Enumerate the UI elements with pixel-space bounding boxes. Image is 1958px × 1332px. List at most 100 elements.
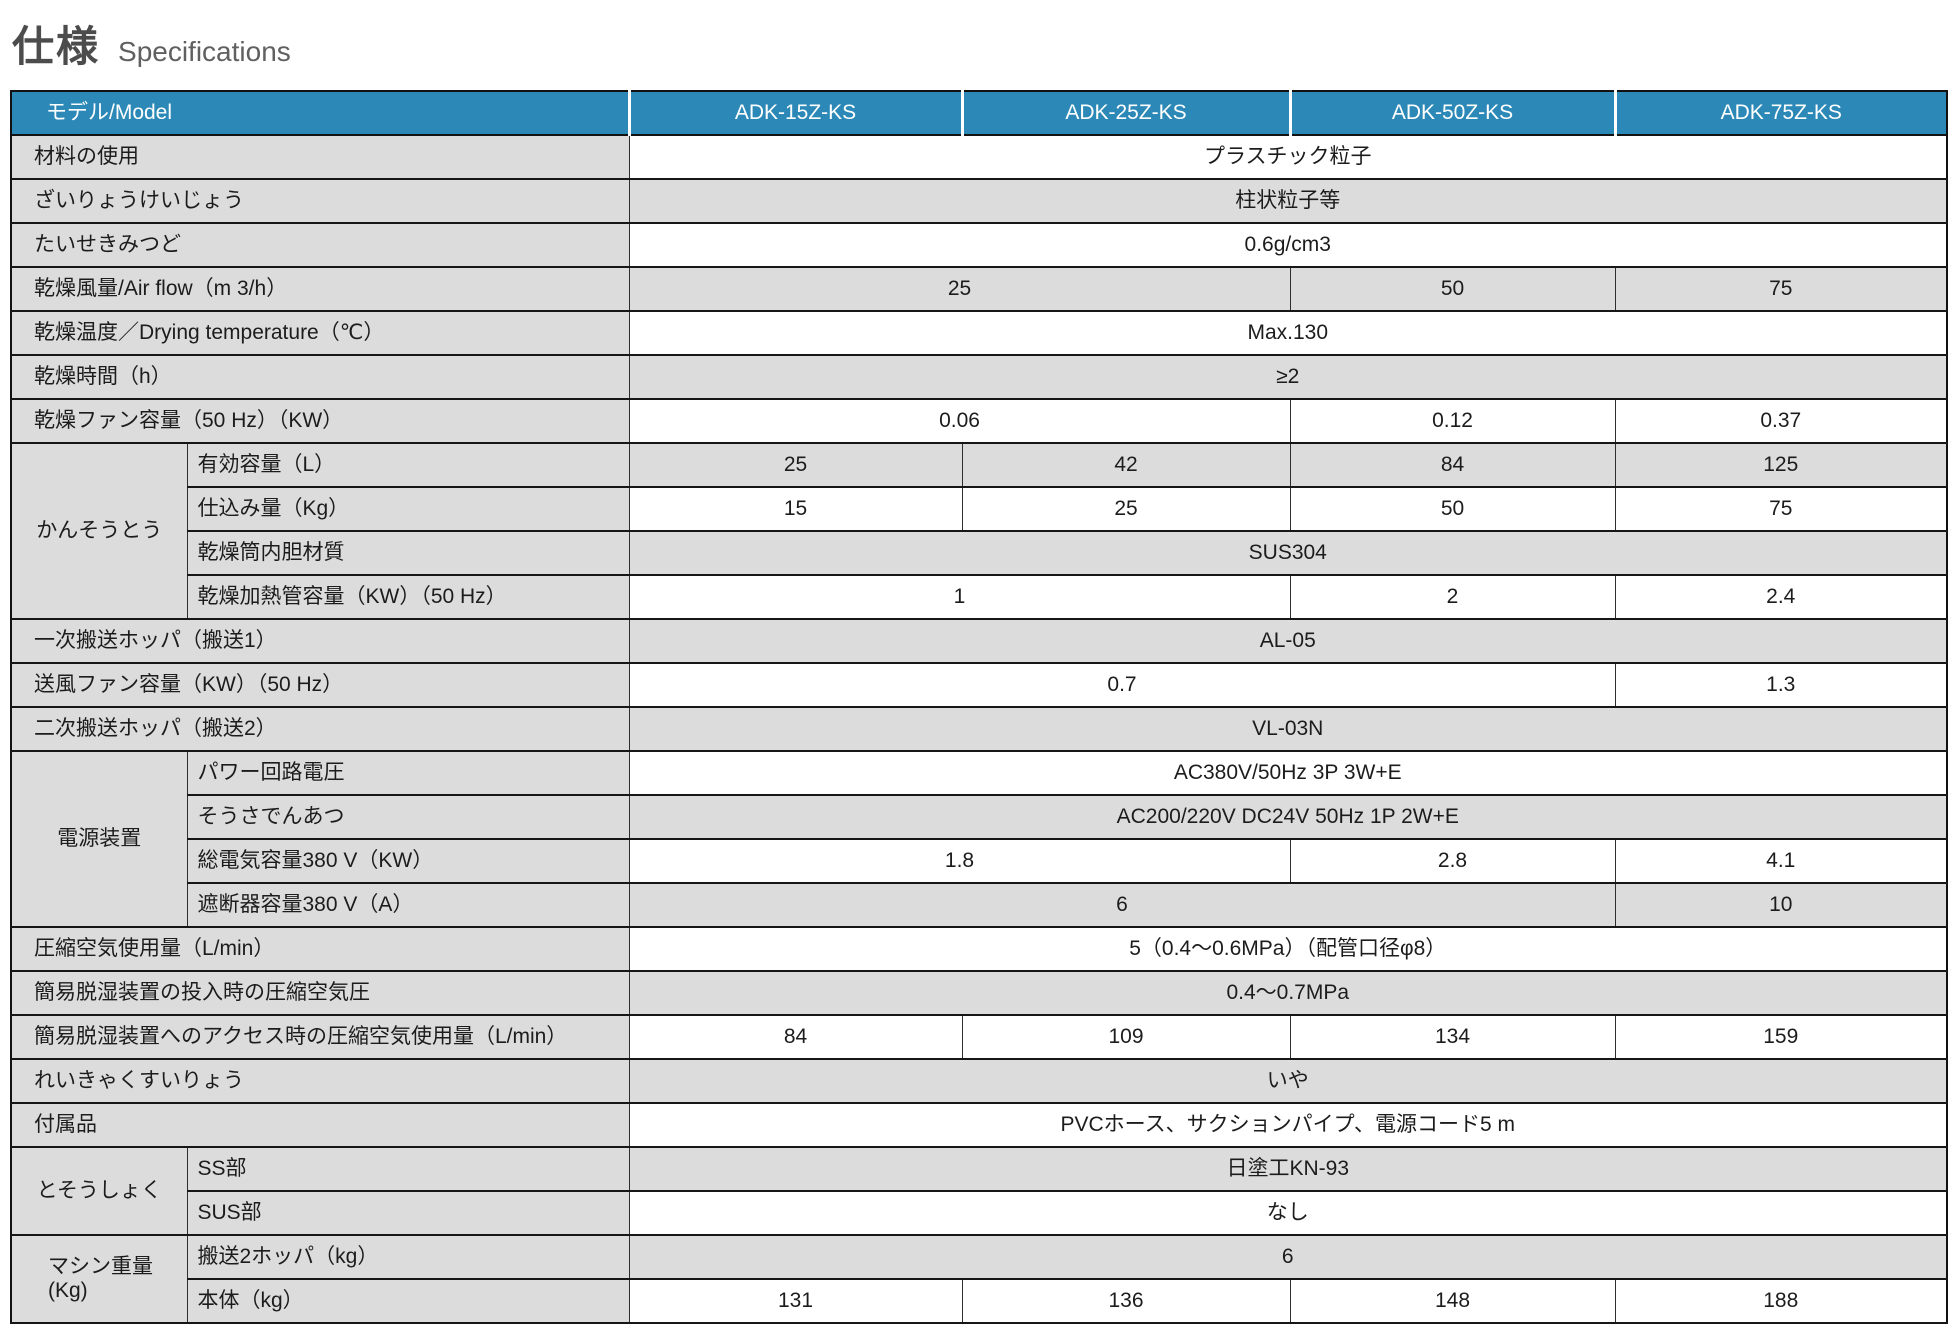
title-english: Specifications	[118, 35, 291, 67]
page-title: 仕様 Specifications	[0, 0, 1958, 68]
row-label: 本体（kg）	[186, 1278, 630, 1324]
value-cell: 2.4	[1614, 574, 1948, 620]
value-cell: 84	[628, 1014, 963, 1060]
value-cell: 6	[628, 1234, 1948, 1280]
specifications-table: モデル/Model ADK-15Z-KS ADK-25Z-KS ADK-50Z-…	[10, 90, 1948, 1324]
row-label: 乾燥時間（h）	[10, 354, 630, 400]
row-label: 乾燥温度／Drying temperature（℃）	[10, 310, 630, 356]
title-japanese: 仕様	[12, 23, 101, 70]
row-label: 乾燥加熱管容量（KW）（50 Hz）	[186, 574, 630, 620]
value-cell: SUS304	[628, 530, 1948, 576]
row-label: 材料の使用	[10, 134, 630, 180]
value-cell: 10	[1614, 882, 1948, 928]
value-cell: 188	[1614, 1278, 1948, 1324]
table-row: SUS部 なし	[11, 1190, 1948, 1236]
value-cell: 25	[628, 442, 963, 488]
value-cell: 109	[961, 1014, 1291, 1060]
header-model-adk25: ADK-25Z-KS	[960, 90, 1292, 136]
value-cell: 6	[628, 882, 1616, 928]
value-cell: 2	[1289, 574, 1616, 620]
value-cell: 50	[1289, 486, 1616, 532]
value-cell: 134	[1289, 1014, 1616, 1060]
table-row: 仕込み量（Kg） 15 25 50 75	[11, 486, 1948, 532]
row-label: 二次搬送ホッパ（搬送2）	[10, 706, 630, 752]
value-cell: AC380V/50Hz 3P 3W+E	[628, 750, 1948, 796]
value-cell: 25	[628, 266, 1291, 312]
value-cell: 0.6g/cm3	[628, 222, 1948, 268]
value-cell: 1	[628, 574, 1291, 620]
row-group-label: とそうしょく	[10, 1146, 188, 1236]
row-label: れいきゃくすいりょう	[10, 1058, 630, 1104]
value-cell: 0.06	[628, 398, 1291, 444]
table-row: 簡易脱湿装置へのアクセス時の圧縮空気使用量（L/min） 84 109 134 159	[10, 1014, 1948, 1060]
value-cell: 75	[1614, 266, 1948, 312]
value-cell: 1.8	[628, 838, 1291, 884]
table-row: れいきゃくすいりょう いや	[10, 1058, 1948, 1104]
table-row: 材料の使用 プラスチック粒子	[10, 134, 1948, 180]
value-cell: 日塗工KN-93	[628, 1146, 1948, 1192]
row-label: SS部	[186, 1146, 630, 1192]
value-cell: 125	[1614, 442, 1948, 488]
value-cell: 159	[1614, 1014, 1948, 1060]
row-label: 乾燥風量/Air flow（m 3/h）	[10, 266, 630, 312]
table-row: 乾燥ファン容量（50 Hz）（KW） 0.06 0.12 0.37	[10, 398, 1948, 444]
value-cell: 1.3	[1614, 662, 1948, 708]
row-label: 付属品	[10, 1102, 630, 1148]
table-row: 付属品 PVCホース、サクションパイプ、電源コード5 m	[10, 1102, 1948, 1148]
value-cell: 75	[1614, 486, 1948, 532]
row-label: 有効容量（L）	[186, 442, 630, 488]
table-header: モデル/Model ADK-15Z-KS ADK-25Z-KS ADK-50Z-…	[10, 90, 1948, 136]
row-label: 乾燥筒内胆材質	[186, 530, 630, 576]
table-row: そうさでんあつ AC200/220V DC24V 50Hz 1P 2W+E	[11, 794, 1948, 840]
header-model-label: モデル/Model	[10, 90, 631, 136]
value-cell: 2.8	[1289, 838, 1616, 884]
value-cell: 5（0.4～0.6MPa）（配管口径φ8）	[628, 926, 1948, 972]
table-row: 乾燥風量/Air flow（m 3/h） 25 50 75	[10, 266, 1948, 312]
row-group-label: マシン重量 (Kg)	[10, 1234, 188, 1324]
value-cell: 0.4～0.7MPa	[628, 970, 1948, 1016]
value-cell: 0.12	[1289, 398, 1616, 444]
row-label: 簡易脱湿装置の投入時の圧縮空気圧	[10, 970, 630, 1016]
table-row: 二次搬送ホッパ（搬送2） VL-03N	[10, 706, 1948, 752]
value-cell: 15	[628, 486, 963, 532]
spec-table-body: 材料の使用 プラスチック粒子 ざいりょうけいじょう 柱状粒子等 たいせきみつど 0.6g/…	[10, 134, 1948, 1324]
value-cell: 84	[1289, 442, 1616, 488]
table-row: かんそうとう 有効容量（L） 25 42 84 125	[10, 442, 1948, 620]
value-cell: 0.37	[1614, 398, 1948, 444]
table-row: 送風ファン容量（KW）（50 Hz） 0.7 1.3	[10, 662, 1948, 708]
header-model-adk15: ADK-15Z-KS	[627, 90, 964, 136]
row-label: 送風ファン容量（KW）（50 Hz）	[10, 662, 630, 708]
value-cell: 4.1	[1614, 838, 1948, 884]
row-label: 圧縮空気使用量（L/min）	[10, 926, 630, 972]
value-cell: AC200/220V DC24V 50Hz 1P 2W+E	[628, 794, 1948, 840]
table-row: 乾燥温度／Drying temperature（℃） Max.130	[10, 310, 1948, 356]
value-cell: VL-03N	[628, 706, 1948, 752]
row-label: そうさでんあつ	[186, 794, 630, 840]
row-label: 簡易脱湿装置へのアクセス時の圧縮空気使用量（L/min）	[10, 1014, 630, 1060]
value-cell: 50	[1289, 266, 1616, 312]
value-cell: なし	[628, 1190, 1948, 1236]
value-cell: プラスチック粒子	[628, 134, 1948, 180]
table-row: 圧縮空気使用量（L/min） 5（0.4～0.6MPa）（配管口径φ8）	[10, 926, 1948, 972]
value-cell: AL-05	[628, 618, 1948, 664]
table-row: とそうしょく SS部 日塗工KN-93	[10, 1146, 1948, 1236]
row-label: パワー回路電圧	[186, 750, 630, 796]
table-row: 電源装置 パワー回路電圧 AC380V/50Hz 3P 3W+E	[10, 750, 1948, 928]
value-cell: PVCホース、サクションパイプ、電源コード5 m	[628, 1102, 1948, 1148]
header-model-adk75: ADK-75Z-KS	[1613, 90, 1948, 136]
table-row: 乾燥筒内胆材質 SUS304	[11, 530, 1948, 576]
value-cell: 131	[628, 1278, 963, 1324]
row-group-label: かんそうとう	[10, 442, 188, 620]
row-label: SUS部	[186, 1190, 630, 1236]
header-model-adk50: ADK-50Z-KS	[1288, 90, 1617, 136]
table-row: 総電気容量380 V（KW） 1.8 2.8 4.1	[11, 838, 1948, 884]
table-row: 本体（kg） 131 136 148 188	[11, 1278, 1948, 1324]
table-row: 一次搬送ホッパ（搬送1） AL-05	[10, 618, 1948, 664]
row-label: ざいりょうけいじょう	[10, 178, 630, 224]
value-cell: 25	[961, 486, 1291, 532]
header-row: モデル/Model ADK-15Z-KS ADK-25Z-KS ADK-50Z-…	[10, 90, 1948, 136]
row-label: たいせきみつど	[10, 222, 630, 268]
table-row: 遮断器容量380 V（A） 6 10	[11, 882, 1948, 928]
value-cell: 42	[961, 442, 1291, 488]
